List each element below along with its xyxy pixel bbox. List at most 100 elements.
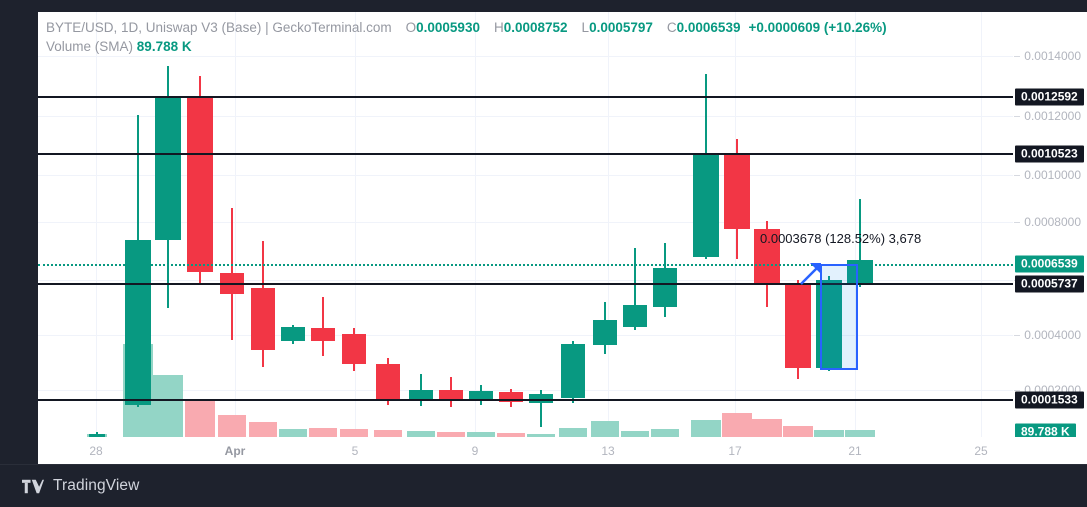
price-axis[interactable]: 0.0014000 0.0012000 0.0010000 0.0008000 0.00… [1013,12,1087,465]
time-axis-tick: 5 [351,444,359,458]
price-tick-dash [1014,175,1021,176]
volume-bar [249,422,277,437]
price-line-dotted [38,264,1013,266]
grid-line-horizontal [38,175,1013,176]
grid-line-vertical [96,12,97,437]
volume-bar [559,428,587,437]
volume-bar [340,429,368,437]
candle-body [469,391,493,400]
grid-line-horizontal [38,116,1013,117]
measurement-tool-label: 0.0003678 (128.52%) 3,678 [760,231,922,246]
candle-wick [859,199,861,287]
price-tick-dash [1014,116,1021,117]
time-axis-tick: 25 [974,444,988,458]
time-axis-tick: Apr [224,444,246,458]
price-tick-dash [1014,390,1021,391]
price-axis-label-badge: 0.0001533 [1015,391,1084,409]
volume-bar [651,429,679,437]
volume-bar [497,433,525,437]
volume-bar [467,432,495,437]
footer-bar: TradingView [0,465,1087,507]
grid-line-vertical [981,12,982,437]
price-axis-tick: 0.0008000 [1014,215,1081,229]
volume-bar [407,431,435,437]
volume-bar [374,430,402,437]
measurement-tool-box[interactable] [820,264,858,370]
volume-bar [527,434,555,437]
plot-area[interactable]: 0.0003678 (128.52%) 3,678 [38,12,1013,465]
time-axis-tick: 13 [601,444,615,458]
price-axis-tick: 0.0004000 [1014,328,1081,342]
candle-body [311,328,335,341]
price-axis-label-badge: 0.0012592 [1015,88,1084,106]
candle-body [653,268,677,307]
candle-body [754,229,780,285]
volume-bar [752,419,782,437]
candle-body [724,154,750,229]
candle-body [251,288,275,350]
time-axis-tick: 17 [728,444,742,458]
candle-body [693,154,719,257]
price-tick-dash [1014,335,1021,336]
grid-line-vertical [235,12,236,437]
tradingview-brand-label: TradingView [53,477,140,494]
measurement-tool-stem[interactable] [820,264,822,370]
price-line-solid [38,399,1013,401]
price-line-solid [38,153,1013,155]
candle-body [785,284,811,368]
price-tick-dash [1014,56,1021,57]
candle-wick [634,248,636,330]
price-line-solid [38,96,1013,98]
volume-bar [722,413,752,437]
candle-body [125,240,151,405]
time-axis-tick: 28 [89,444,103,458]
time-axis-tick: 21 [848,444,862,458]
grid-line-horizontal [38,222,1013,223]
volume-bar [309,428,337,437]
price-tick-dash [1014,222,1021,223]
grid-line-vertical [475,12,476,437]
price-axis-tick: 0.0012000 [1014,109,1081,123]
price-axis-label-badge: 0.0006539 [1015,255,1084,273]
grid-line-horizontal [38,56,1013,57]
price-axis-label-badge: 0.0010523 [1015,145,1084,163]
candle-body [89,434,105,437]
candle-body [376,364,400,399]
grid-line-horizontal [38,335,1013,336]
time-axis-tick: 9 [471,444,479,458]
time-axis[interactable]: 28 Apr 5 9 13 17 21 25 [38,437,1087,465]
left-background [0,0,38,465]
measurement-arrow-icon [800,263,821,285]
candle-body [155,98,181,240]
top-background [0,0,1087,12]
grid-line-vertical [608,12,609,437]
volume-bar [153,375,183,437]
volume-bar [279,429,307,437]
volume-bar [845,430,875,437]
grid-line-horizontal [38,390,1013,391]
footer-divider [0,464,1087,465]
candle-body [529,394,553,403]
grid-line-vertical [855,12,856,437]
volume-bar [218,415,246,437]
grid-line-horizontal [38,280,1013,281]
candle-body [281,327,305,341]
candle-wick [540,390,542,427]
candle-body [439,390,463,401]
candle-wick [322,297,324,356]
chart-pane[interactable]: 0.0003678 (128.52%) 3,678 BYTE/USD, 1D, … [38,12,1087,465]
volume-bar [591,421,619,437]
price-axis-label-badge: 89.788 K [1015,423,1076,441]
volume-bar [691,420,721,437]
volume-bar [437,432,465,437]
volume-bar [621,431,649,437]
volume-bar [814,430,844,437]
volume-bar [783,426,813,437]
price-axis-label-badge: 0.0005737 [1015,275,1084,293]
grid-line-vertical [355,12,356,437]
price-axis-tick: 0.0014000 [1014,49,1081,63]
candle-body [342,334,366,364]
candle-body [593,320,617,345]
price-line-solid [38,283,1013,285]
candle-body [409,390,433,401]
